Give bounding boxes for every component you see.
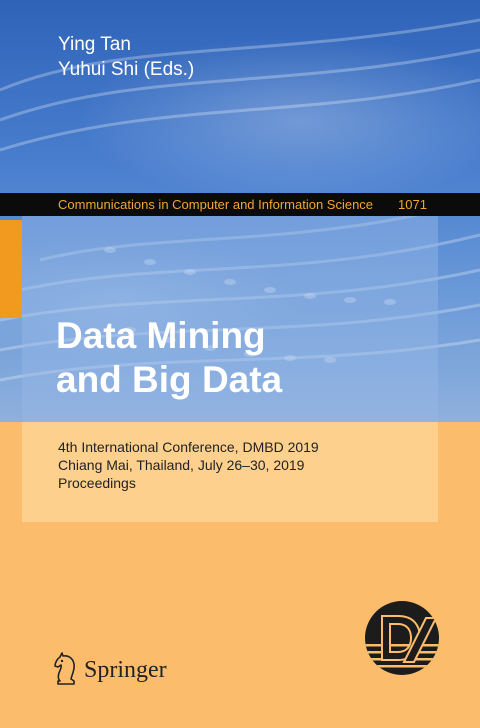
dmbd-logo-icon — [365, 601, 439, 675]
accent-tab — [0, 220, 22, 318]
title-line: Data Mining — [56, 315, 266, 356]
subtitle-panel — [22, 422, 438, 522]
editors: Ying Tan Yuhui Shi (Eds.) — [58, 32, 194, 82]
chess-knight-icon — [54, 652, 75, 685]
subtitle-line: 4th International Conference, DMBD 2019 — [58, 439, 319, 455]
wave-pattern — [0, 18, 480, 382]
subtitle-line: Proceedings — [58, 475, 136, 491]
series-bar — [0, 193, 480, 216]
title-line: and Big Data — [56, 359, 283, 400]
book-subtitle: 4th International Conference, DMBD 2019 … — [58, 438, 319, 492]
subtitle-line: Chiang Mai, Thailand, July 26–30, 2019 — [58, 457, 305, 473]
editor-name: Yuhui Shi (Eds.) — [58, 59, 195, 80]
book-title: Data Mining and Big Data — [56, 314, 282, 402]
series-number: 1071 — [398, 197, 427, 212]
editor-name: Ying Tan — [58, 34, 131, 55]
title-panel — [22, 214, 438, 422]
publisher-name: Springer — [84, 657, 167, 683]
series-name: Communications in Computer and Informati… — [58, 197, 374, 212]
